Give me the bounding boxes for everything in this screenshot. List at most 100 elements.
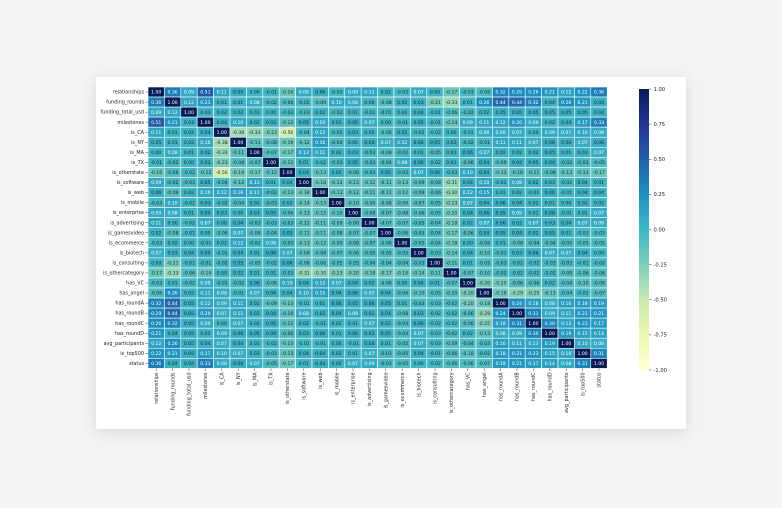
- cell-value-label: -0.05: [478, 261, 490, 267]
- cell-value-label: -0.07: [265, 150, 277, 156]
- cell-value-label: 0.05: [512, 110, 522, 116]
- cell-value-label: 0.01: [545, 200, 555, 206]
- cell-value-label: -0.18: [298, 190, 310, 196]
- cell-value-label: -0.06: [150, 291, 162, 297]
- cell-value-label: -0.23: [216, 160, 228, 166]
- cell-value-label: -0.13: [495, 170, 507, 176]
- cell-value-label: -0.02: [527, 261, 539, 267]
- cell-value-label: 0.04: [299, 281, 309, 287]
- cell-value-label: -0.06: [462, 160, 474, 166]
- cell-value-label: 0.21: [577, 100, 587, 106]
- cell-value-label: 0.04: [512, 160, 522, 166]
- x-tick-label: has_VC: [466, 372, 472, 390]
- cell-value-label: -0.08: [413, 190, 425, 196]
- cell-value-label: -0.10: [331, 210, 343, 216]
- cell-value-label: -0.08: [380, 200, 392, 206]
- cell-value-label: -0.06: [380, 281, 392, 287]
- cell-value-label: 0.02: [184, 190, 194, 196]
- cell-value-label: 0.05: [282, 230, 292, 236]
- cell-value-label: 0.22: [577, 90, 587, 96]
- colorbar-tick-label: 0.25: [654, 192, 666, 198]
- cell-value-label: 0.05: [299, 120, 309, 126]
- cell-value-label: 0.01: [495, 190, 505, 196]
- cell-value-label: 0.05: [577, 110, 587, 116]
- cell-value-label: -0.07: [363, 230, 375, 236]
- cell-value-label: 0.00: [413, 361, 423, 367]
- cell-value-label: 0.11: [233, 311, 243, 317]
- cell-value-label: -0.06: [167, 170, 179, 176]
- cell-value-label: -0.12: [314, 210, 326, 216]
- cell-value-label: -0.07: [331, 251, 343, 257]
- cell-value-label: 0.00: [217, 220, 227, 226]
- cell-value-label: -0.07: [249, 160, 261, 166]
- cell-value-label: 0.00: [233, 210, 243, 216]
- cell-value-label: 0.08: [217, 291, 227, 297]
- cell-value-label: -0.03: [577, 160, 589, 166]
- cell-value-label: 1.00: [151, 90, 161, 96]
- cell-value-label: 1.00: [381, 230, 391, 236]
- cell-value-label: 0.26: [528, 90, 538, 96]
- cell-value-label: 0.04: [545, 100, 555, 106]
- cell-value-label: -0.33: [249, 130, 261, 136]
- cell-value-label: 0.20: [200, 311, 210, 317]
- cell-value-label: -0.20: [478, 281, 490, 287]
- cell-value-label: 0.02: [577, 200, 587, 206]
- cell-value-label: -0.13: [314, 170, 326, 176]
- cell-value-label: -0.02: [281, 110, 293, 116]
- cell-value-label: 0.33: [200, 361, 210, 367]
- cell-value-label: -0.06: [445, 351, 457, 357]
- cell-value-label: -0.04: [298, 130, 310, 136]
- cell-value-label: -0.02: [331, 110, 343, 116]
- y-tick-label: has_roundC: [115, 321, 144, 327]
- cell-value-label: -0.09: [314, 100, 326, 106]
- cell-value-label: -0.30: [314, 271, 326, 277]
- cell-value-label: 0.00: [217, 321, 227, 327]
- cell-value-label: 0.00: [151, 261, 161, 267]
- cell-value-label: 0.00: [217, 271, 227, 277]
- cell-value-label: 0.44: [512, 100, 522, 106]
- cell-value-label: -0.08: [298, 261, 310, 267]
- cell-value-label: 0.08: [594, 130, 604, 136]
- cell-value-label: 0.02: [249, 311, 259, 317]
- cell-value-label: -0.04: [232, 200, 244, 206]
- cell-value-label: -0.05: [413, 240, 425, 246]
- cell-value-label: -0.20: [347, 271, 359, 277]
- cell-value-label: -0.33: [216, 150, 228, 156]
- cell-value-label: -0.07: [380, 210, 392, 216]
- cell-value-label: -0.10: [281, 311, 293, 317]
- cell-value-label: -0.02: [495, 271, 507, 277]
- cell-value-label: 0.05: [413, 120, 423, 126]
- cell-value-label: -0.13: [281, 341, 293, 347]
- cell-value-label: -0.11: [314, 220, 326, 226]
- cell-value-label: 0.07: [561, 251, 571, 257]
- cell-value-label: 0.11: [200, 291, 210, 297]
- cell-value-label: 0.06: [545, 210, 555, 216]
- cell-value-label: 0.18: [495, 351, 505, 357]
- cell-value-label: -0.01: [347, 341, 359, 347]
- cell-value-label: -0.05: [429, 291, 441, 297]
- cell-value-label: -0.18: [363, 271, 375, 277]
- cell-value-label: 0.06: [545, 190, 555, 196]
- cell-value-label: 0.17: [528, 361, 538, 367]
- cell-value-label: -0.02: [462, 110, 474, 116]
- cell-value-label: 0.00: [381, 120, 391, 126]
- cell-value-label: 0.01: [233, 100, 243, 106]
- cell-value-label: -0.02: [216, 251, 228, 257]
- cell-value-label: -0.04: [380, 261, 392, 267]
- cell-value-label: 0.24: [512, 301, 522, 307]
- cell-value-label: 0.01: [561, 150, 571, 156]
- cell-value-label: 0.21: [594, 311, 604, 317]
- cell-value-label: -0.02: [167, 160, 179, 166]
- cell-value-label: 0.13: [299, 150, 309, 156]
- cell-value-label: -0.02: [478, 351, 490, 357]
- x-tick-label: has_roundA: [498, 372, 504, 401]
- cell-value-label: -0.03: [150, 200, 162, 206]
- cell-value-label: 0.15: [479, 190, 489, 196]
- cell-value-label: 0.01: [167, 281, 177, 287]
- cell-value-label: -0.03: [249, 220, 261, 226]
- cell-value-label: -0.04: [363, 261, 375, 267]
- cell-value-label: 0.11: [233, 301, 243, 307]
- y-tick-label: milestones: [117, 120, 144, 126]
- cell-value-label: -0.03: [577, 230, 589, 236]
- cell-value-label: 0.12: [315, 130, 325, 136]
